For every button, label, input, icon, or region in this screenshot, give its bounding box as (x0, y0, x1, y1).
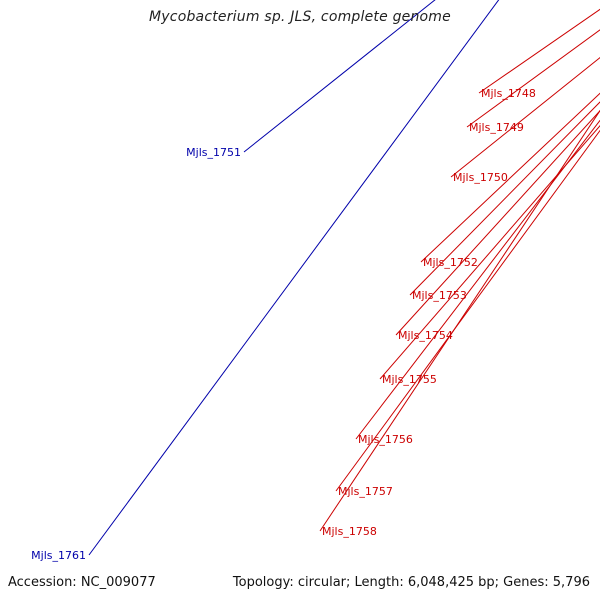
gene-label: Mjls_1753 (412, 289, 467, 302)
genome-summary-text: Topology: circular; Length: 6,048,425 bp… (230, 575, 592, 590)
gene-label: Mjls_1757 (338, 485, 393, 498)
gene-leader-line (88, 0, 500, 556)
gene-leader-line (420, 92, 600, 263)
gene-label: Mjls_1750 (453, 171, 508, 184)
gene-label: Mjls_1754 (398, 329, 453, 342)
gene-leader-line (243, 0, 436, 153)
gene-leader-line (395, 109, 600, 336)
accession-text: Accession: NC_009077 (6, 575, 158, 590)
gene-label: Mjls_1752 (423, 256, 478, 269)
gene-leader-line (409, 101, 600, 296)
gene-label: Mjls_1755 (382, 373, 437, 386)
gene-leader-line (335, 129, 600, 492)
map-title: Mycobacterium sp. JLS, complete genome (149, 9, 451, 25)
gene-labels: Mjls_1748 Mjls_1749 Mjls_1750 Mjls_1751 Mjls… (31, 0, 600, 562)
gene-label: Mjls_1758 (322, 525, 377, 538)
gene-leader-line (355, 119, 600, 440)
gene-label: Mjls_1761 (31, 549, 86, 562)
gene-leader-line (319, 109, 600, 532)
gene-leader-line (379, 125, 600, 380)
gene-label: Mjls_1749 (469, 121, 524, 134)
gene-label: Mjls_1756 (358, 433, 413, 446)
gene-label: Mjls_1748 (481, 87, 536, 100)
gene-label: Mjls_1751 (186, 146, 241, 159)
